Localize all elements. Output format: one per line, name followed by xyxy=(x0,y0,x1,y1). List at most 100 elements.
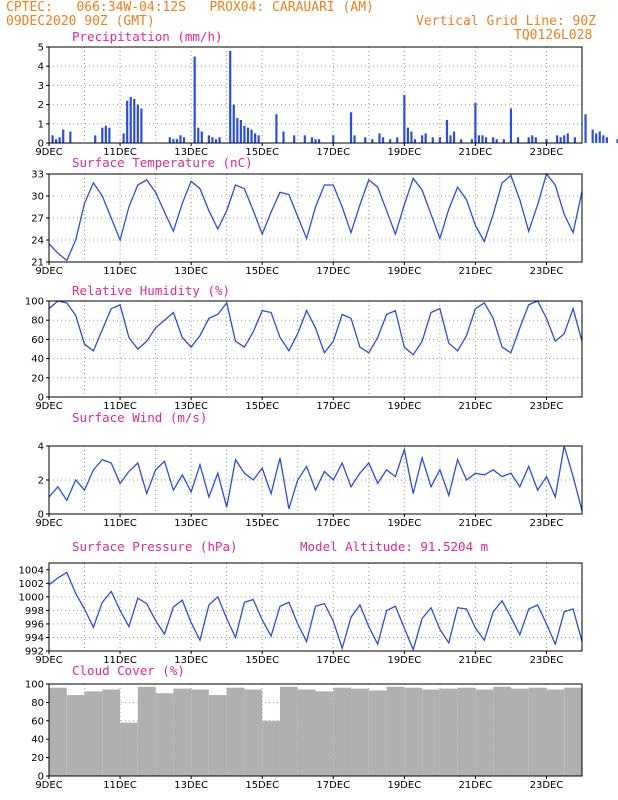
precip-bar xyxy=(563,135,566,143)
y-tick-label: 21 xyxy=(31,258,44,269)
precip-bar xyxy=(559,137,562,143)
precip-bar xyxy=(232,104,235,143)
precip-bar xyxy=(474,102,477,143)
y-tick-label: 20 xyxy=(31,373,44,384)
cloud-bar xyxy=(49,687,67,776)
y-tick-label: 60 xyxy=(31,716,44,727)
precip-bar xyxy=(495,139,498,143)
precip-bar xyxy=(246,127,250,143)
precip-bar xyxy=(108,127,111,143)
precip-bar xyxy=(175,139,179,143)
cloud-bar xyxy=(351,688,369,776)
precip-bar xyxy=(293,135,296,143)
cloud-bar xyxy=(510,688,529,776)
y-tick-label: 998 xyxy=(25,606,44,617)
x-tick-label: 19DEC xyxy=(387,147,421,158)
precip-bar xyxy=(122,133,125,143)
cloud-bar xyxy=(84,691,103,776)
y-tick-label: 60 xyxy=(31,335,44,346)
header-grid-line-note: Vertical Grid Line: 90Z xyxy=(416,14,597,29)
panel-title: Precipitation (mm/h) xyxy=(72,29,223,44)
cloud-bar xyxy=(368,690,387,776)
plot-frame xyxy=(48,300,583,398)
y-tick-label: 5 xyxy=(38,43,44,54)
precip-bar xyxy=(101,127,104,143)
x-tick-label: 17DEC xyxy=(316,518,350,529)
y-tick-label: 992 xyxy=(25,647,44,658)
precip-bar xyxy=(229,50,232,144)
precip-bar xyxy=(172,139,175,143)
precip-bar xyxy=(62,129,65,143)
precip-bar xyxy=(481,135,484,143)
panel-title: Relative Humidity (%) xyxy=(72,283,230,298)
x-tick-label: 19DEC xyxy=(387,401,421,412)
precip-bar xyxy=(200,131,203,143)
x-tick-label: 19DEC xyxy=(387,266,421,277)
series-line xyxy=(48,172,583,262)
precip-bar xyxy=(531,135,534,143)
x-tick-label: 9DEC xyxy=(35,655,62,666)
y-tick-label: 4 xyxy=(38,442,44,453)
precip-bar xyxy=(303,135,306,143)
precip-bar xyxy=(197,127,200,143)
precip-bar xyxy=(218,137,221,143)
x-tick-label: 21DEC xyxy=(459,401,493,412)
x-tick-label: 23DEC xyxy=(530,780,564,791)
panel-title: Cloud Cover (%) xyxy=(72,663,185,678)
precip-bar xyxy=(179,135,182,143)
panel-2: 21 24 27 30 33 9DEC 11DEC 13DEC 15DEC 17DEC 19DEC 2… xyxy=(31,155,583,277)
x-tick-label: 21DEC xyxy=(459,780,493,791)
x-tick-label: 21DEC xyxy=(459,655,493,666)
x-tick-label: 15DEC xyxy=(245,655,279,666)
x-tick-label: 15DEC xyxy=(245,147,279,158)
x-tick-label: 13DEC xyxy=(174,266,208,277)
x-tick-label: 11DEC xyxy=(103,266,137,277)
y-tick-label: 40 xyxy=(31,735,44,746)
precip-bar xyxy=(314,139,317,143)
cloud-bar xyxy=(457,687,476,776)
x-tick-label: 15DEC xyxy=(245,518,279,529)
x-tick-label: 19DEC xyxy=(387,518,421,529)
precip-bar xyxy=(55,139,58,143)
x-tick-label: 17DEC xyxy=(316,266,350,277)
precip-bar xyxy=(253,133,257,143)
panel-3: 0 20 40 60 80 100 9DEC 11DEC 13DEC 15DEC 17DEC 19DE… xyxy=(25,283,583,412)
precip-bar xyxy=(94,135,97,143)
precip-bar xyxy=(470,139,473,143)
y-tick-label: 33 xyxy=(31,170,44,181)
precip-bar xyxy=(591,129,594,143)
precip-bar xyxy=(438,137,441,143)
precip-bar xyxy=(353,135,356,143)
y-tick-label: 80 xyxy=(31,316,44,327)
plot-frame xyxy=(48,683,583,777)
precip-bar xyxy=(317,139,321,143)
y-tick-label: 3 xyxy=(38,81,44,92)
cloud-bar xyxy=(493,686,511,776)
y-tick-label: 1000 xyxy=(19,592,44,603)
x-tick-label: 9DEC xyxy=(35,780,62,791)
panel-title: Surface Temperature (nC) xyxy=(72,155,253,170)
cloud-bar xyxy=(191,689,209,776)
precip-bar xyxy=(349,112,353,143)
x-tick-label: 23DEC xyxy=(530,266,564,277)
y-tick-label: 994 xyxy=(25,633,44,644)
precip-bar xyxy=(616,139,618,143)
cloud-bar xyxy=(102,689,121,776)
cloud-bar xyxy=(564,687,582,776)
x-tick-label: 11DEC xyxy=(103,655,137,666)
precip-bar xyxy=(605,137,608,143)
precip-bar xyxy=(534,137,537,143)
header-line-2-date: 09DEC2020 90Z (GMT) xyxy=(6,14,155,29)
x-tick-label: 23DEC xyxy=(530,147,564,158)
cloud-bar xyxy=(315,691,334,776)
precip-bar xyxy=(598,131,601,143)
x-tick-label: 9DEC xyxy=(35,518,62,529)
precip-bar xyxy=(573,137,576,143)
precip-bar xyxy=(403,95,406,143)
cloud-bar xyxy=(173,688,192,776)
y-tick-label: 4 xyxy=(38,62,44,73)
x-tick-label: 11DEC xyxy=(103,518,137,529)
x-tick-label: 11DEC xyxy=(103,780,137,791)
panel-title: Surface Pressure (hPa) xyxy=(72,539,238,554)
x-tick-label: 13DEC xyxy=(174,655,208,666)
